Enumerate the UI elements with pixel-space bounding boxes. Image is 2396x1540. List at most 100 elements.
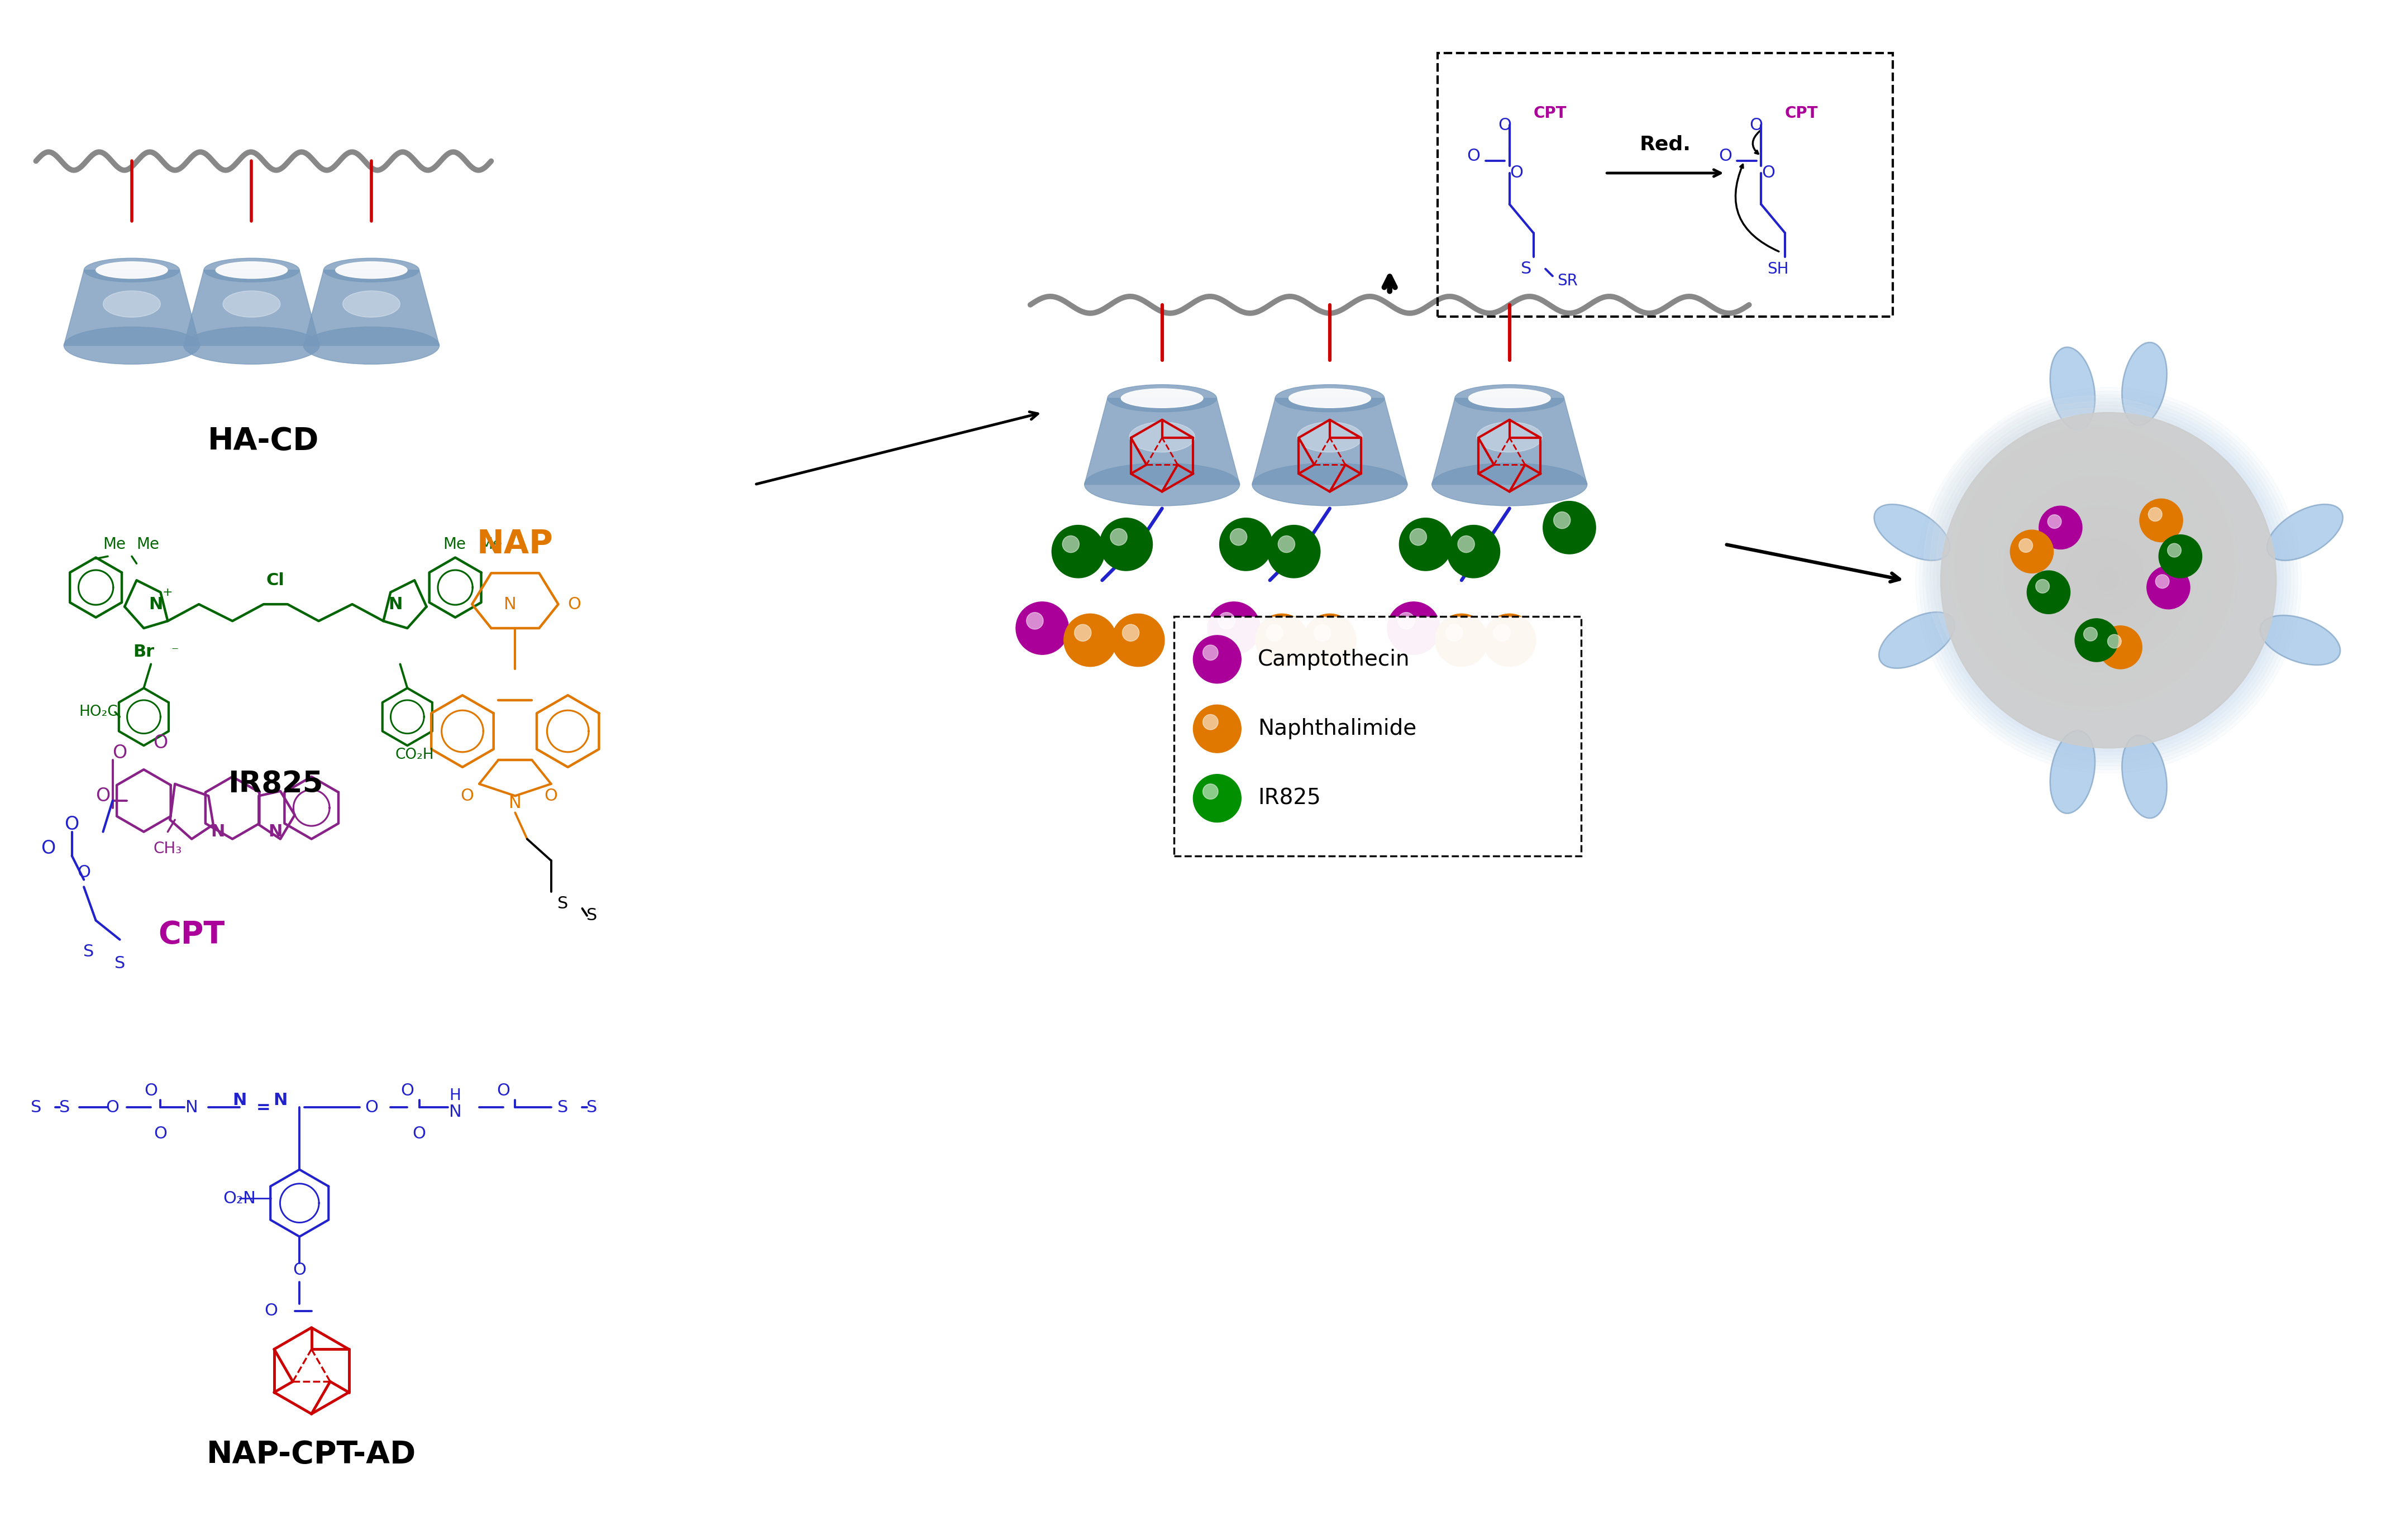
Text: NAP-CPT-AD: NAP-CPT-AD bbox=[206, 1440, 417, 1469]
Circle shape bbox=[1447, 525, 1500, 578]
Text: O: O bbox=[400, 1083, 415, 1098]
Text: O: O bbox=[364, 1100, 379, 1115]
Circle shape bbox=[1220, 517, 1272, 571]
Text: Br: Br bbox=[134, 644, 153, 661]
Circle shape bbox=[1073, 624, 1090, 641]
Circle shape bbox=[2020, 539, 2032, 553]
Text: Me: Me bbox=[443, 536, 467, 553]
Circle shape bbox=[2058, 531, 2149, 621]
Circle shape bbox=[1121, 624, 1138, 641]
Circle shape bbox=[2085, 556, 2128, 601]
Ellipse shape bbox=[2051, 730, 2094, 813]
Ellipse shape bbox=[1121, 388, 1203, 408]
Circle shape bbox=[1061, 536, 1078, 553]
Text: O: O bbox=[496, 1083, 510, 1098]
Circle shape bbox=[1493, 624, 1509, 641]
Text: CH₃: CH₃ bbox=[153, 841, 182, 856]
Text: O: O bbox=[1498, 117, 1512, 134]
Text: SH: SH bbox=[1768, 262, 1787, 277]
Circle shape bbox=[2159, 534, 2202, 578]
Text: CPT: CPT bbox=[1533, 105, 1567, 122]
Ellipse shape bbox=[304, 326, 438, 363]
Circle shape bbox=[1313, 624, 1330, 641]
Text: S: S bbox=[587, 1100, 597, 1115]
Circle shape bbox=[1967, 439, 2223, 696]
Text: O: O bbox=[1749, 117, 1763, 134]
Circle shape bbox=[2010, 530, 2053, 573]
Text: S: S bbox=[31, 1100, 41, 1115]
Circle shape bbox=[1193, 705, 1241, 753]
Text: Me: Me bbox=[479, 536, 503, 553]
Circle shape bbox=[1960, 433, 2228, 701]
Circle shape bbox=[1934, 405, 2283, 755]
Text: N: N bbox=[503, 596, 518, 613]
Circle shape bbox=[1998, 470, 2200, 671]
Text: CPT: CPT bbox=[1785, 105, 1819, 122]
Text: O: O bbox=[153, 1126, 168, 1141]
Circle shape bbox=[1922, 394, 2295, 765]
Text: CPT: CPT bbox=[158, 919, 225, 950]
Text: HO₂C: HO₂C bbox=[79, 705, 117, 719]
Circle shape bbox=[1203, 715, 1217, 730]
Polygon shape bbox=[304, 270, 438, 345]
Circle shape bbox=[1256, 614, 1308, 667]
Circle shape bbox=[1399, 517, 1452, 571]
Text: Camptothecin: Camptothecin bbox=[1258, 648, 1411, 670]
Text: S: S bbox=[60, 1100, 69, 1115]
FancyBboxPatch shape bbox=[1174, 616, 1581, 856]
Text: N: N bbox=[232, 1092, 247, 1109]
Text: S: S bbox=[1521, 260, 1531, 277]
Text: +: + bbox=[163, 587, 173, 598]
Ellipse shape bbox=[1296, 422, 1363, 453]
Text: O: O bbox=[264, 1303, 278, 1318]
Text: Me: Me bbox=[137, 536, 161, 553]
Ellipse shape bbox=[1454, 385, 1565, 411]
Circle shape bbox=[2149, 508, 2161, 521]
Ellipse shape bbox=[1107, 385, 1217, 411]
Circle shape bbox=[1277, 536, 1294, 553]
Circle shape bbox=[1387, 602, 1440, 654]
Text: Naphthalimide: Naphthalimide bbox=[1258, 718, 1416, 739]
Circle shape bbox=[1445, 624, 1462, 641]
Ellipse shape bbox=[204, 259, 300, 282]
Text: Me: Me bbox=[103, 536, 127, 553]
Circle shape bbox=[1924, 396, 2259, 732]
Polygon shape bbox=[1433, 399, 1586, 485]
Text: O: O bbox=[1761, 165, 1775, 182]
Circle shape bbox=[2041, 513, 2164, 636]
Text: O: O bbox=[65, 815, 79, 833]
Circle shape bbox=[1025, 613, 1042, 630]
Circle shape bbox=[1936, 408, 2250, 721]
Circle shape bbox=[2089, 562, 2123, 596]
Text: CO₂H: CO₂H bbox=[395, 748, 434, 762]
Circle shape bbox=[1435, 614, 1488, 667]
Circle shape bbox=[2075, 619, 2118, 662]
Text: O: O bbox=[41, 839, 55, 858]
Text: O: O bbox=[292, 1263, 307, 1278]
Text: O: O bbox=[1466, 148, 1481, 165]
Circle shape bbox=[2053, 525, 2154, 625]
Circle shape bbox=[1991, 464, 2204, 676]
Text: O: O bbox=[544, 788, 558, 804]
Text: O: O bbox=[568, 596, 582, 613]
Circle shape bbox=[1986, 457, 2209, 681]
Text: S: S bbox=[115, 955, 125, 972]
Circle shape bbox=[1409, 528, 1426, 545]
Circle shape bbox=[1979, 451, 2214, 685]
Text: SR: SR bbox=[1557, 273, 1579, 288]
Circle shape bbox=[1974, 445, 2219, 691]
Ellipse shape bbox=[323, 259, 419, 282]
Text: N: N bbox=[508, 795, 522, 812]
Circle shape bbox=[1303, 614, 1356, 667]
Polygon shape bbox=[184, 270, 319, 345]
Circle shape bbox=[2029, 500, 2173, 645]
Circle shape bbox=[1457, 536, 1474, 553]
Text: S: S bbox=[558, 896, 568, 912]
Circle shape bbox=[2034, 507, 2168, 641]
Text: IR825: IR825 bbox=[1258, 787, 1320, 808]
Circle shape bbox=[1936, 410, 2281, 752]
Circle shape bbox=[1483, 614, 1536, 667]
Circle shape bbox=[2039, 507, 2082, 550]
Circle shape bbox=[1941, 413, 2276, 748]
Circle shape bbox=[1926, 399, 2291, 762]
